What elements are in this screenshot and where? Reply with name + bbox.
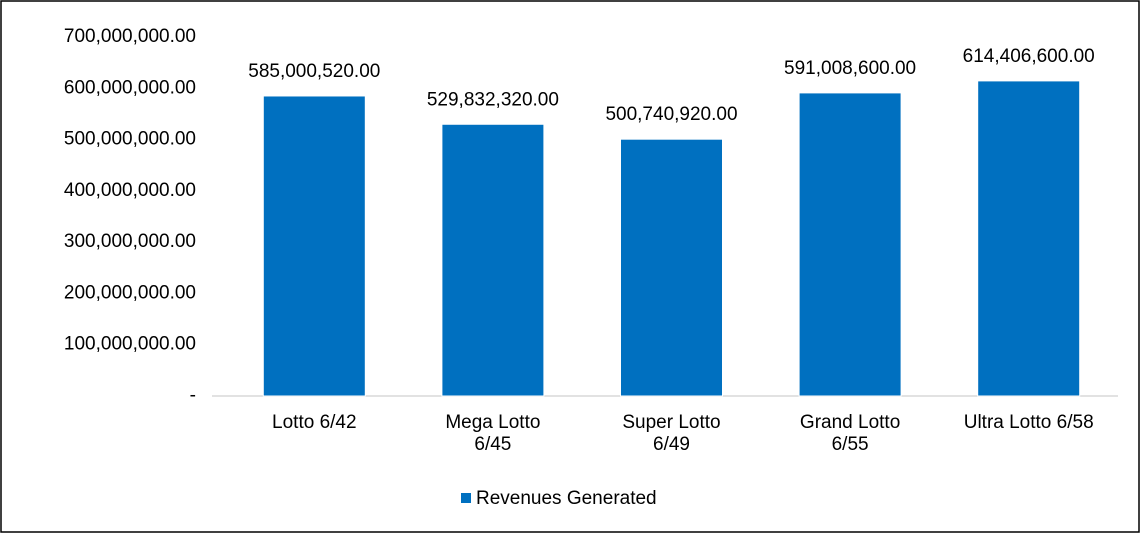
- y-tick-label: 200,000,000.00: [64, 282, 196, 303]
- data-label: 529,832,320.00: [427, 89, 559, 110]
- data-label: 591,008,600.00: [784, 58, 916, 79]
- y-tick-label: -: [190, 385, 196, 406]
- x-tick-label: Super Lotto 6/49: [622, 412, 721, 455]
- data-label: 614,406,600.00: [963, 46, 1095, 67]
- y-tick-label: 500,000,000.00: [64, 129, 196, 150]
- y-tick-label: 300,000,000.00: [64, 231, 196, 252]
- y-tick-label: 600,000,000.00: [64, 77, 196, 98]
- x-tick-label: Grand Lotto 6/55: [799, 412, 901, 455]
- x-tick-label: Mega Lotto 6/45: [445, 412, 541, 455]
- bar: [441, 123, 545, 397]
- bar: [798, 92, 902, 397]
- y-tick-label: 400,000,000.00: [64, 180, 196, 201]
- data-label: 500,740,920.00: [605, 104, 737, 125]
- y-tick-label: 100,000,000.00: [64, 334, 196, 355]
- bar: [977, 80, 1081, 397]
- legend-label: Revenues Generated: [476, 488, 657, 509]
- y-tick-label: 700,000,000.00: [64, 26, 196, 47]
- x-tick-label: Ultra Lotto 6/58: [963, 412, 1094, 433]
- data-label: 585,000,520.00: [248, 61, 380, 82]
- bar: [620, 138, 723, 397]
- legend-marker: [461, 493, 471, 503]
- bar: [262, 95, 366, 397]
- x-tick-label: Lotto 6/42: [272, 412, 357, 433]
